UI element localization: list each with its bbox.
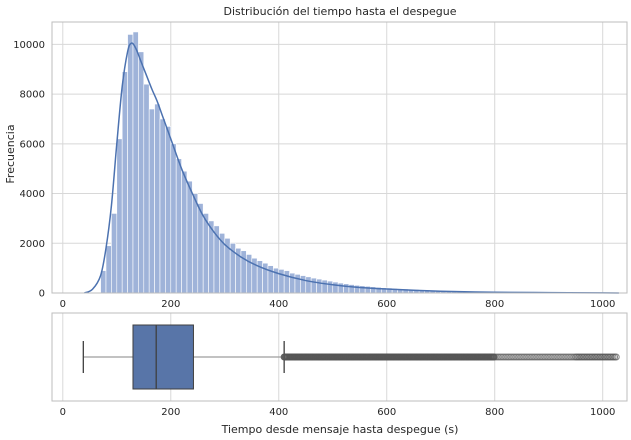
histogram-bar (138, 51, 145, 294)
boxplot-x-ticks: 0 200 400 600 800 1000 (60, 407, 616, 418)
histogram-bar (197, 203, 204, 294)
histogram-bar (116, 138, 123, 294)
histogram-y-ticks: 0 2000 4000 6000 8000 10000 (13, 40, 45, 300)
x-tick-label: 1000 (590, 299, 615, 310)
histogram-bar (148, 108, 155, 294)
histogram-bar (132, 31, 139, 294)
y-tick-label: 6000 (20, 139, 45, 150)
histogram-bar (278, 269, 285, 294)
histogram-bar (143, 83, 150, 294)
boxplot (82, 324, 620, 390)
histogram-bar (127, 34, 134, 294)
x-tick-label: 600 (377, 299, 396, 310)
histogram-bar (294, 274, 301, 294)
outlier-point (612, 353, 620, 361)
histogram-title: Distribución del tiempo hasta el despegu… (223, 5, 456, 18)
interquartile-box (132, 324, 194, 390)
histogram-bar (181, 170, 188, 294)
y-tick-label: 10000 (13, 40, 45, 51)
histogram-bar (192, 193, 199, 294)
histogram-bar (348, 284, 355, 294)
histogram-bar (202, 213, 209, 294)
histogram-bar (289, 272, 296, 294)
histogram-bar (121, 71, 128, 294)
boxplot-panel: 0 200 400 600 800 1000 Tiempo desde mensaje h… (51, 312, 628, 436)
histogram-bar (186, 180, 193, 294)
histogram-bar (283, 270, 290, 294)
histogram-frame (51, 21, 628, 294)
x-tick-label: 0 (60, 407, 66, 418)
x-tick-label: 200 (161, 299, 180, 310)
histogram-bars (100, 31, 614, 294)
boxplot-frame (51, 312, 628, 402)
x-tick-label: 1000 (590, 407, 615, 418)
histogram-bar (170, 143, 177, 294)
histogram-bar (321, 279, 328, 294)
histogram-panel: Distribución del tiempo hasta el despegu… (4, 5, 628, 310)
histogram-bar (175, 158, 182, 294)
x-tick-label: 600 (377, 407, 396, 418)
histogram-bar (310, 277, 317, 294)
x-tick-label: 800 (485, 407, 504, 418)
histogram-bar (316, 278, 323, 294)
y-axis-label: Frecuencia (4, 124, 17, 183)
x-tick-label: 800 (485, 299, 504, 310)
x-tick-label: 400 (269, 299, 288, 310)
histogram-bar (154, 103, 161, 294)
histogram-bar (327, 280, 334, 294)
histogram-bar (337, 282, 344, 294)
kde-curve (84, 42, 619, 294)
histogram-bar (159, 118, 166, 294)
histogram-x-ticks: 0 200 400 600 800 1000 (60, 299, 616, 310)
histogram-bar (300, 275, 307, 294)
histogram-bar (111, 213, 118, 294)
y-tick-label: 0 (39, 289, 45, 300)
histogram-bar (105, 245, 112, 294)
x-tick-label: 200 (161, 407, 180, 418)
histogram-bar (332, 281, 339, 294)
histogram-bar (305, 276, 312, 294)
x-tick-label: 400 (269, 407, 288, 418)
histogram-bar (343, 283, 350, 294)
y-tick-label: 8000 (20, 90, 45, 101)
x-axis-label: Tiempo desde mensaje hasta despegue (s) (221, 423, 459, 436)
x-tick-label: 0 (60, 299, 66, 310)
y-tick-label: 2000 (20, 239, 45, 250)
histogram-bar (165, 126, 172, 294)
y-tick-label: 4000 (20, 189, 45, 200)
